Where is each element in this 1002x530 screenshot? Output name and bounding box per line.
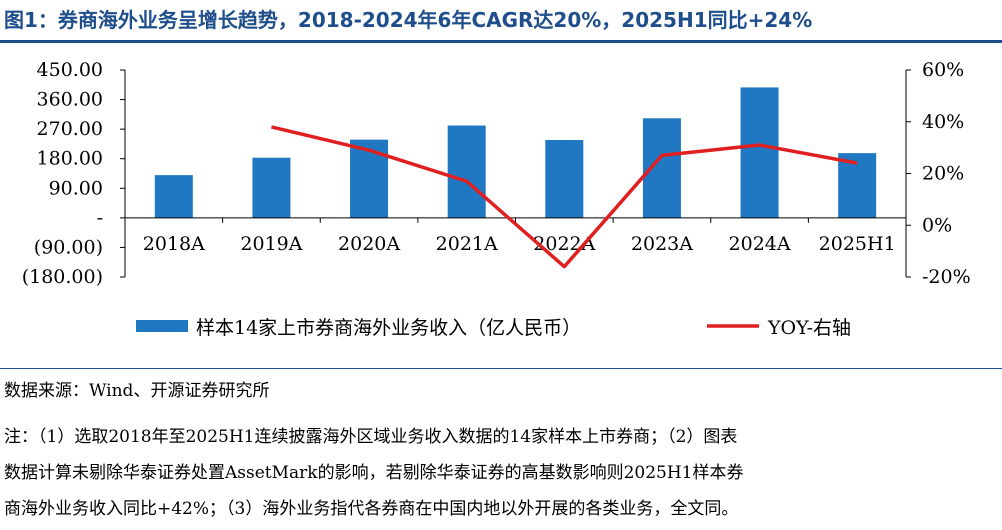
data-source: 数据来源：Wind、开源证券研究所: [4, 381, 270, 401]
note-line: 商海外业务收入同比+42%；（3）海外业务指代各券商在中国内地以外开展的各类业务…: [4, 499, 739, 519]
category-label: 2020A: [338, 233, 400, 255]
legend-bar-label: 样本14家上市券商海外业务收入（亿人民币）: [196, 317, 581, 339]
category-label: 2025H1: [819, 233, 896, 255]
legend-bar-swatch: [136, 320, 188, 332]
bar: [154, 175, 193, 218]
left-tick-label: 270.00: [37, 118, 103, 140]
category-label: 2019A: [240, 233, 302, 255]
bar: [545, 139, 584, 218]
right-tick-label: 20%: [922, 163, 964, 185]
left-axis: 450.00 360.00 270.00 180.00 90.00 - (90.00) (18…: [22, 59, 126, 288]
right-tick-label: 40%: [922, 111, 964, 133]
right-axis: 60% 40% 20% 0% -20%: [905, 59, 971, 288]
category-labels: 2018A 2019A 2020A 2021A 2022A 2023A 2024A 2025H…: [143, 233, 896, 255]
category-label: 2023A: [631, 233, 693, 255]
bar: [252, 157, 291, 218]
note-line: 数据计算未剔除华泰证券处置AssetMark的影响，若剔除华泰证券的高基数影响则…: [4, 463, 744, 483]
category-label: 2021A: [436, 233, 498, 255]
right-tick-label: 60%: [922, 59, 964, 81]
category-label: 2018A: [143, 233, 205, 255]
bar: [740, 87, 779, 218]
category-label: 2024A: [729, 233, 791, 255]
right-tick-label: -20%: [922, 266, 971, 288]
left-tick-label: -: [97, 207, 103, 229]
left-tick-label: 180.00: [37, 148, 103, 170]
chart-divider: [0, 368, 1002, 369]
x-axis-baseline: [124, 217, 907, 223]
yoy-line-series: [271, 125, 858, 269]
bar: [447, 125, 486, 218]
bar-series: [154, 87, 877, 218]
bar: [838, 153, 877, 218]
left-tick-label: (90.00): [34, 236, 103, 258]
left-tick-label: 360.00: [37, 89, 103, 111]
note-line: 注：（1）选取2018年至2025H1连续披露海外区域业务收入数据的14家样本上…: [4, 427, 738, 447]
left-tick-label: (180.00): [22, 266, 103, 288]
combo-chart: 450.00 360.00 270.00 180.00 90.00 - (90.00) (18…: [22, 59, 971, 339]
right-tick-label: 0%: [922, 214, 952, 236]
figure-title: 图1：券商海外业务呈增长趋势，2018-2024年6年CAGR达20%，2025…: [4, 8, 813, 32]
left-tick-label: 90.00: [49, 177, 103, 199]
left-tick-label: 450.00: [37, 59, 103, 81]
title-rule: [0, 40, 1002, 43]
legend: 样本14家上市券商海外业务收入（亿人民币） YOY-右轴: [136, 317, 851, 339]
legend-line-label: YOY-右轴: [767, 317, 851, 339]
